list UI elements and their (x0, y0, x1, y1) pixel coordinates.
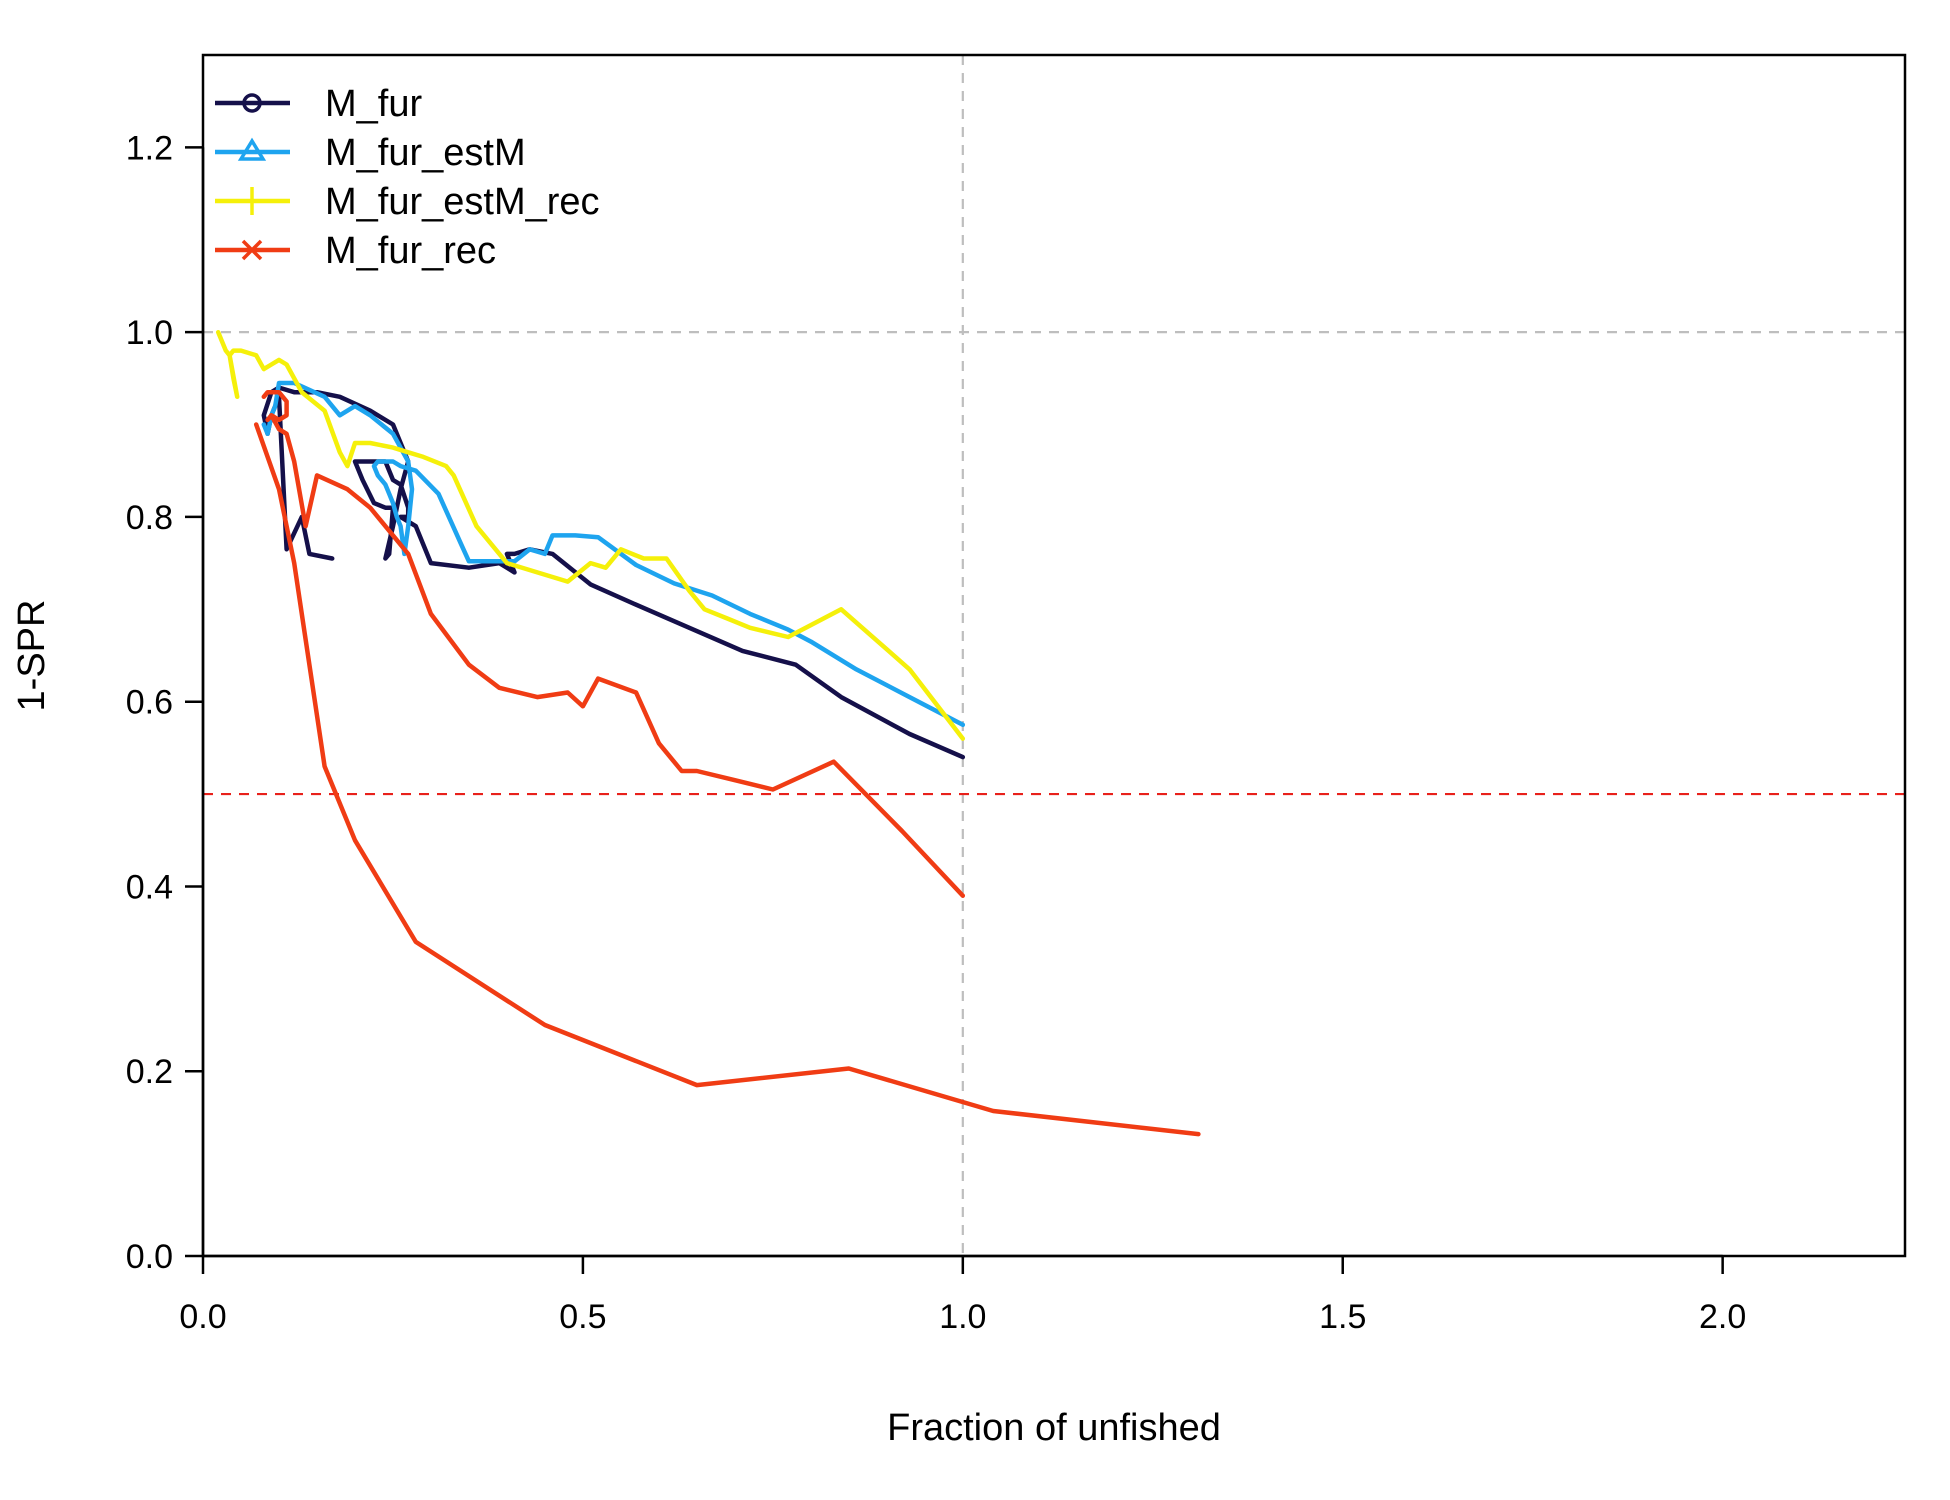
legend-marker-circle (242, 93, 262, 113)
legend-label: M_fur (325, 83, 422, 125)
legend-item-M_fur_rec: M_fur_rec (215, 230, 496, 272)
legend: M_fur M_fur_estM M_fur_estM_rec M_fur_rec (215, 83, 600, 272)
y-tick-label: 0.8 (126, 499, 173, 537)
legend-marker-triangle (237, 137, 267, 161)
legend-label: M_fur_estM (325, 132, 526, 174)
y-tick-label: 1.2 (126, 129, 173, 167)
x-axis: 0.0 0.5 1.0 1.5 2.0 (179, 1254, 1746, 1336)
x-tick-label: 0.0 (179, 1298, 226, 1336)
legend-label: M_fur_estM_rec (325, 181, 600, 223)
y-tick-label: 1.0 (126, 314, 173, 352)
series-line-M_fur_estM (261, 380, 966, 728)
series-line-M_fur_rec (261, 389, 966, 898)
x-tick-label: 1.0 (939, 1298, 986, 1336)
legend-label: M_fur_rec (325, 230, 496, 272)
legend-item-M_fur_estM: M_fur_estM (215, 132, 526, 174)
x-tick-label: 1.5 (1319, 1298, 1366, 1336)
series-layer (215, 329, 1201, 1137)
y-axis: 0.0 0.2 0.4 0.6 0.8 1.0 1.2 (126, 129, 205, 1276)
legend-item-M_fur: M_fur (215, 83, 422, 125)
y-tick-label: 0.4 (126, 868, 173, 906)
reference-lines (203, 55, 1905, 1256)
x-tick-label: 0.5 (559, 1298, 606, 1336)
y-axis-title: 1-SPR (11, 600, 53, 712)
y-tick-label: 0.0 (126, 1238, 173, 1276)
y-tick-label: 0.2 (126, 1053, 173, 1091)
x-tick-label: 2.0 (1699, 1298, 1746, 1336)
series-line-unnamed-4 (253, 422, 1201, 1137)
series-line-M_fur_estM_rec (215, 329, 966, 741)
legend-item-M_fur_estM_rec: M_fur_estM_rec (215, 181, 600, 223)
legend-marker-x (241, 239, 263, 261)
y-tick-label: 0.6 (126, 684, 173, 722)
x-axis-title: Fraction of unfished (887, 1407, 1221, 1449)
